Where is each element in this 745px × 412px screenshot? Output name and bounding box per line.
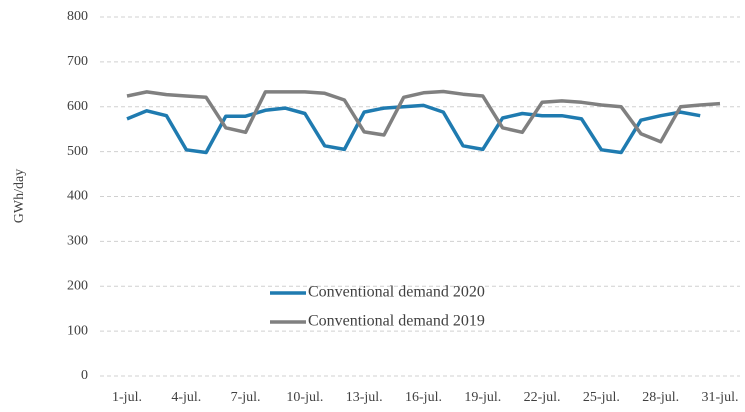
x-tick-label: 25-jul.	[583, 390, 620, 405]
legend-label: Conventional demand 2019	[308, 313, 485, 330]
y-axis-label: GWh/day	[12, 169, 27, 223]
line-series	[126, 89, 721, 144]
x-tick-label: 16-jul.	[405, 390, 442, 405]
y-tick-label: 500	[67, 144, 88, 159]
y-tick-label: 300	[67, 234, 88, 249]
x-tick-label: 7-jul.	[231, 390, 261, 405]
y-tick-label: 100	[67, 323, 88, 338]
x-tick-label: 22-jul.	[524, 390, 561, 405]
x-tick-label: 10-jul.	[286, 390, 323, 405]
x-tick-label: 28-jul.	[642, 390, 679, 405]
y-tick-label: 800	[67, 9, 88, 24]
y-tick-label: 600	[67, 99, 88, 114]
y-tick-label: 0	[81, 368, 88, 383]
x-tick-label: 31-jul.	[702, 390, 739, 405]
x-tick-label: 1-jul.	[112, 390, 142, 405]
legend-label: Conventional demand 2020	[308, 284, 485, 301]
line-series	[126, 103, 701, 155]
y-tick-label: 200	[67, 278, 88, 293]
x-tick-label: 19-jul.	[464, 390, 501, 405]
y-tick-label: 400	[67, 189, 88, 204]
y-tick-label: 700	[67, 54, 88, 69]
x-tick-label: 13-jul.	[346, 390, 383, 405]
x-tick-label: 4-jul.	[171, 390, 201, 405]
